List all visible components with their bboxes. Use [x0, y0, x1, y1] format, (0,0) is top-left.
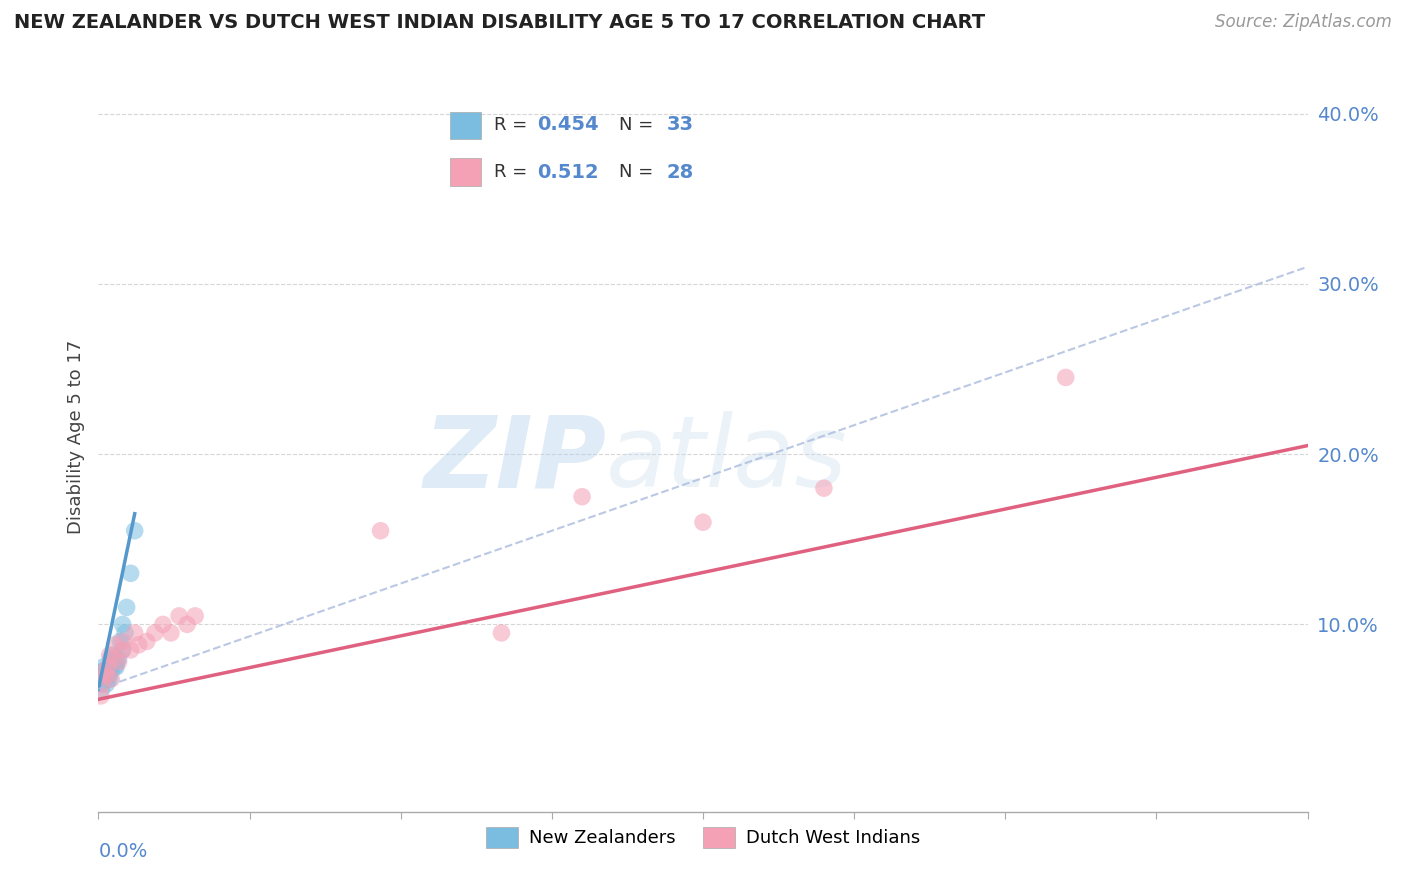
Point — [97, 660, 120, 674]
Point — [1054, 370, 1077, 384]
Point — [152, 617, 174, 632]
Point — [111, 643, 134, 657]
Point — [105, 660, 128, 674]
Point — [103, 651, 125, 665]
Text: atlas: atlas — [606, 411, 848, 508]
Point — [167, 608, 190, 623]
Point — [813, 481, 835, 495]
Point — [124, 524, 146, 538]
Point — [114, 626, 136, 640]
Point — [93, 672, 115, 686]
Point — [100, 660, 122, 674]
Point — [96, 665, 118, 679]
Point — [120, 643, 142, 657]
Text: 0.0%: 0.0% — [98, 842, 148, 861]
Point — [184, 608, 207, 623]
Point — [91, 668, 114, 682]
Point — [135, 634, 157, 648]
Point — [103, 638, 125, 652]
Point — [120, 566, 142, 581]
Point — [89, 677, 111, 691]
Point — [128, 638, 150, 652]
Point — [111, 643, 134, 657]
Point — [93, 665, 115, 679]
Point — [94, 668, 117, 682]
Point — [105, 655, 128, 669]
Point — [103, 651, 125, 665]
Point — [571, 490, 593, 504]
Legend: New Zealanders, Dutch West Indians: New Zealanders, Dutch West Indians — [478, 820, 928, 855]
Point — [90, 672, 112, 686]
Text: ZIP: ZIP — [423, 411, 606, 508]
Point — [96, 677, 118, 691]
Point — [107, 651, 129, 665]
Point — [370, 524, 392, 538]
Point — [143, 626, 166, 640]
Point — [491, 626, 513, 640]
Point — [91, 665, 114, 679]
Point — [90, 689, 112, 703]
Point — [115, 600, 138, 615]
Point — [111, 634, 134, 648]
Point — [91, 677, 114, 691]
Text: NEW ZEALANDER VS DUTCH WEST INDIAN DISABILITY AGE 5 TO 17 CORRELATION CHART: NEW ZEALANDER VS DUTCH WEST INDIAN DISAB… — [14, 13, 986, 32]
Point — [97, 668, 120, 682]
Point — [108, 634, 131, 648]
Point — [100, 651, 122, 665]
Point — [100, 672, 122, 686]
Point — [692, 515, 714, 529]
Point — [98, 672, 121, 686]
Point — [176, 617, 198, 632]
Point — [100, 664, 122, 678]
Point — [107, 655, 129, 669]
Point — [90, 682, 112, 697]
Point — [160, 626, 183, 640]
Y-axis label: Disability Age 5 to 17: Disability Age 5 to 17 — [66, 340, 84, 534]
Point — [97, 662, 120, 676]
Point — [103, 660, 125, 674]
Point — [91, 660, 114, 674]
Point — [111, 617, 134, 632]
Point — [101, 648, 124, 662]
Point — [96, 672, 118, 686]
Point — [98, 648, 121, 662]
Point — [101, 655, 124, 669]
Point — [94, 673, 117, 688]
Point — [124, 626, 146, 640]
Point — [96, 668, 118, 682]
Point — [93, 664, 115, 678]
Text: Source: ZipAtlas.com: Source: ZipAtlas.com — [1215, 13, 1392, 31]
